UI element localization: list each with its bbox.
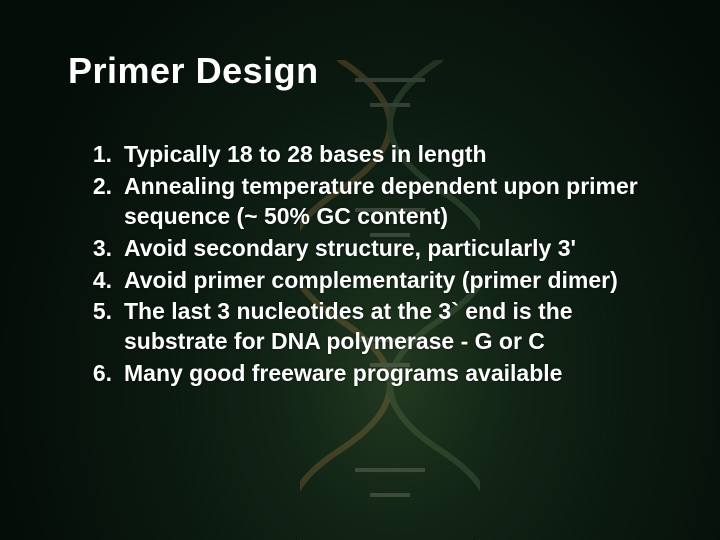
list-item: Annealing temperature dependent upon pri… xyxy=(68,172,680,232)
list-item: The last 3 nucleotides at the 3` end is … xyxy=(68,297,680,357)
list-item: Typically 18 to 28 bases in length xyxy=(68,140,680,170)
list-item: Avoid secondary structure, particularly … xyxy=(68,234,680,264)
list-item: Many good freeware programs available xyxy=(68,359,680,389)
bullet-list: Typically 18 to 28 bases in length Annea… xyxy=(68,140,680,389)
list-item: Avoid primer complementarity (primer dim… xyxy=(68,266,680,296)
slide-container: Primer Design Typically 18 to 28 bases i… xyxy=(0,0,720,540)
slide-title: Primer Design xyxy=(68,50,680,92)
